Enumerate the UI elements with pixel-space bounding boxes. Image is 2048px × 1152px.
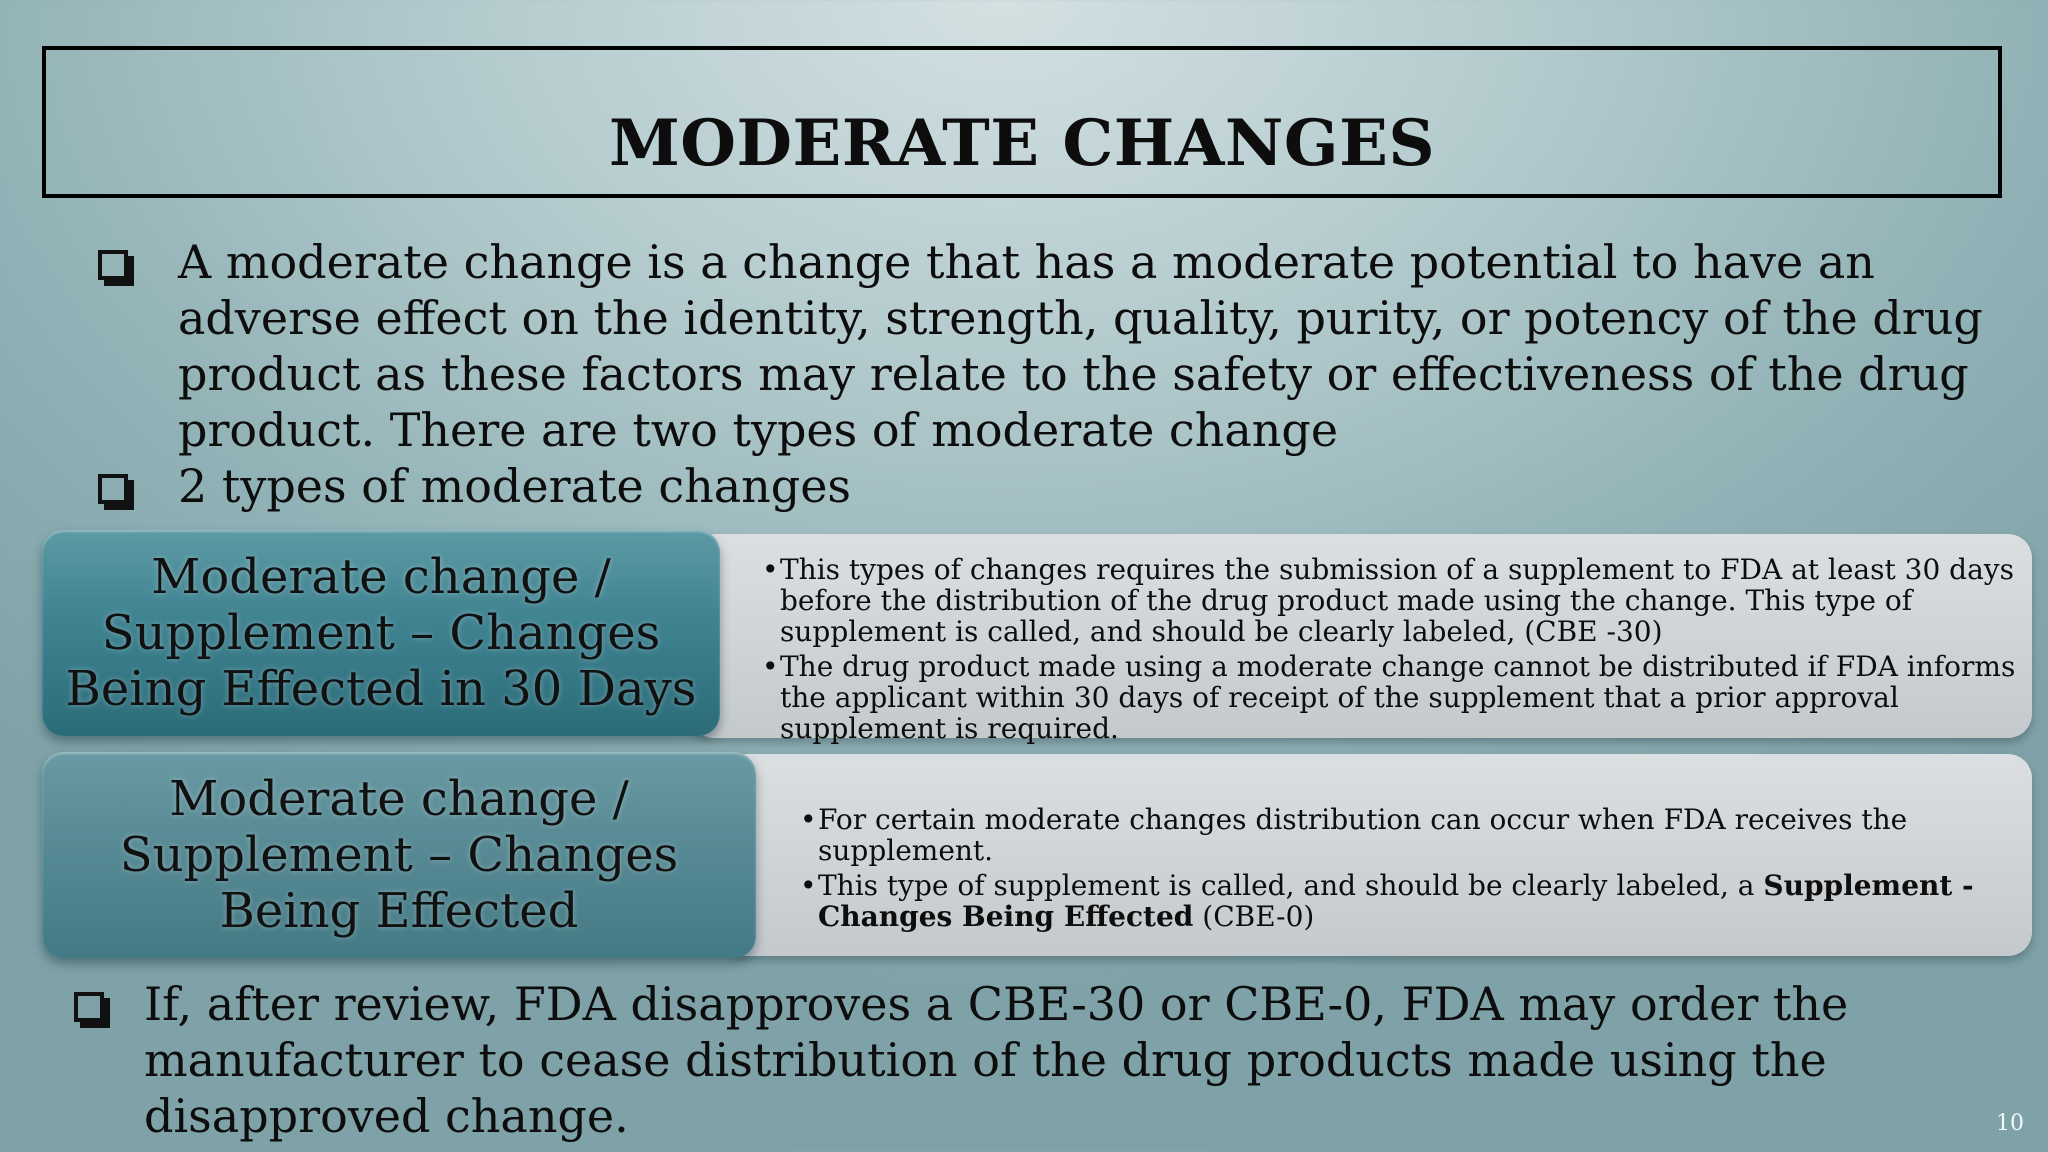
cbe0-label: Moderate change / Supplement – Changes B… <box>119 771 679 939</box>
types-bullet-text: 2 types of moderate changes <box>178 459 852 513</box>
cbe0-detail-panel: For certain moderate changes distributio… <box>722 754 2032 956</box>
cbe0-row: For certain moderate changes distributio… <box>42 752 2032 958</box>
list-item: This types of changes requires the submi… <box>762 554 2042 647</box>
list-item: The drug product made using a moderate c… <box>762 651 2042 744</box>
cbe30-label-box: Moderate change / Supplement – Changes B… <box>42 530 720 736</box>
closing-bullet-text: If, after review, FDA disapproves a CBE-… <box>144 977 1849 1143</box>
cbe30-detail-panel: This types of changes requires the submi… <box>690 534 2032 744</box>
page-number: 10 <box>1996 1111 2024 1136</box>
list-item-text-start: This type of supplement is called, and s… <box>818 869 1764 902</box>
title-box: MODERATE CHANGES <box>42 46 2002 198</box>
list-item: This type of supplement is called, and s… <box>800 870 2048 932</box>
cbe0-detail-list: For certain moderate changes distributio… <box>800 804 2048 936</box>
list-item-text-end: (CBE-0) <box>1193 900 1315 933</box>
closing-bullet: If, after review, FDA disapproves a CBE-… <box>72 976 2012 1144</box>
list-item: For certain moderate changes distributio… <box>800 804 2048 866</box>
types-bullet: 2 types of moderate changes <box>80 458 1960 514</box>
cbe0-label-box: Moderate change / Supplement – Changes B… <box>42 752 756 958</box>
cbe30-label: Moderate change / Supplement – Changes B… <box>65 549 697 717</box>
cbe30-row: This types of changes requires the submi… <box>42 530 2032 744</box>
list-item-bold-term: Supplement - Changes Being Effected <box>818 869 1974 933</box>
checkbox-square-icon <box>98 250 128 280</box>
checkbox-square-icon <box>74 992 104 1022</box>
checkbox-square-icon <box>98 474 128 504</box>
slide-title: MODERATE CHANGES <box>608 106 1436 181</box>
intro-bullet: A moderate change is a change that has a… <box>80 234 1983 458</box>
intro-bullet-text: A moderate change is a change that has a… <box>178 235 1983 457</box>
cbe30-detail-list: This types of changes requires the submi… <box>762 554 2042 748</box>
